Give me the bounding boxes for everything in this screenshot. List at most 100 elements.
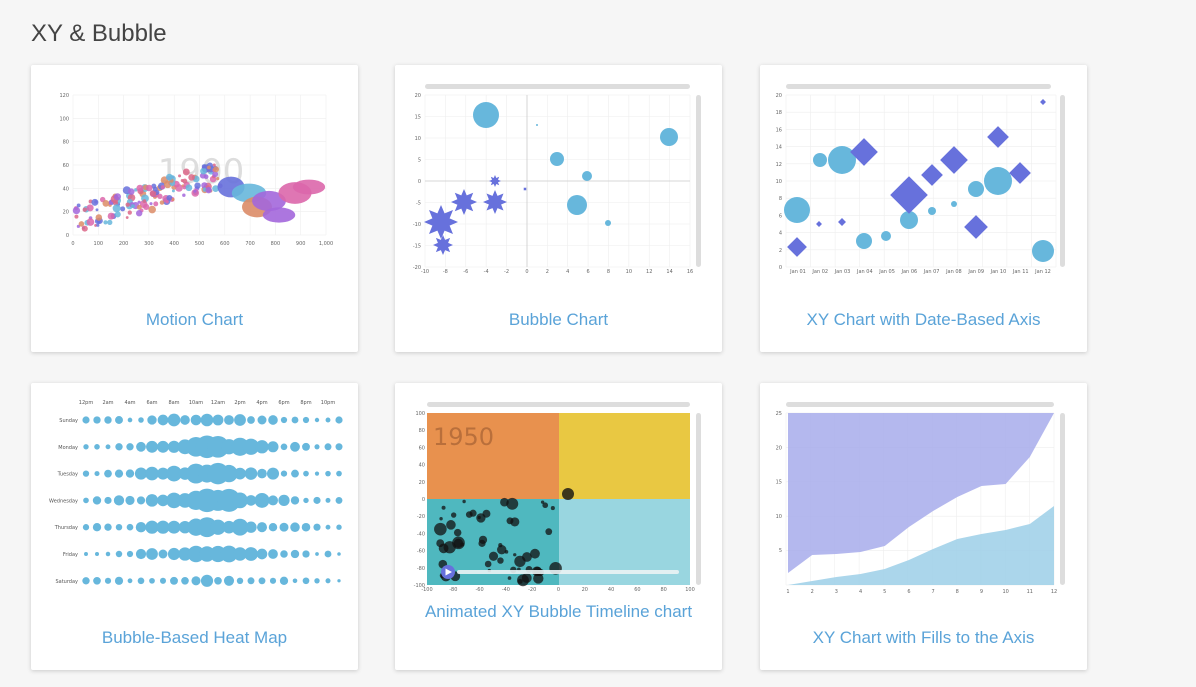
- heat-bubble: [210, 519, 226, 535]
- heat-bubble: [159, 577, 167, 584]
- heat-bubble: [233, 547, 247, 561]
- animated-bubble-timeline-link[interactable]: Animated XY Bubble Timeline chart: [424, 602, 693, 621]
- data-point: [108, 200, 113, 205]
- heat-bubble: [290, 496, 300, 505]
- day-label: Friday: [63, 552, 78, 558]
- y-tick-label: 12: [776, 162, 782, 168]
- heat-bubble: [224, 415, 234, 425]
- y-tick-label: 25: [776, 411, 782, 417]
- heat-bubble: [207, 435, 229, 458]
- heat-bubble: [135, 521, 147, 533]
- data-point: [201, 164, 207, 169]
- heat-bubble: [313, 523, 321, 531]
- card-bubble-chart[interactable]: -10 -8 -6 -4 -2 0 2 4 6 8 10 12 14 16 20 15 10 5 0 -5 -10 -15…: [395, 65, 722, 352]
- bubble-chart-link[interactable]: Bubble Chart: [508, 310, 609, 329]
- region-bubble: [262, 207, 296, 223]
- xy-date-axis-thumbnail[interactable]: Jan 01 Jan 02 Jan 03 Jan 04 Jan 05 Jan 06 Jan …: [760, 65, 1087, 280]
- x-tick-label: 200: [119, 241, 129, 247]
- x-tick-label: Jan 12: [1034, 269, 1051, 275]
- diamond-bubble: [838, 218, 846, 226]
- x-tick-label: 0: [71, 241, 74, 247]
- heat-bubble: [214, 576, 222, 585]
- bubble-heat-map-link[interactable]: Bubble-Based Heat Map: [101, 628, 288, 647]
- hour-label: 12am: [211, 400, 225, 406]
- card-xy-date-axis[interactable]: Jan 01 Jan 02 Jan 03 Jan 04 Jan 05 Jan 06 Jan …: [760, 65, 1087, 352]
- card-xy-fills-axis[interactable]: 1 2 3 4 5 6 7 8 9 10 11 12 25 20 15 10 5 XY Chart with F…: [760, 383, 1087, 670]
- heat-bubble: [114, 576, 124, 585]
- motion-chart-thumbnail[interactable]: 0 100 200 300 400 500 600 700 800 900 1,000 120 100 8…: [31, 65, 358, 280]
- x-tick-label: 2: [546, 269, 549, 275]
- x-tick-label: 12: [1051, 589, 1057, 595]
- data-point: [136, 204, 142, 210]
- heat-bubble: [302, 442, 310, 451]
- data-point: [74, 214, 79, 219]
- xy-fills-axis-link[interactable]: XY Chart with Fills to the Axis: [812, 628, 1035, 647]
- heat-bubble: [190, 414, 202, 426]
- x-tick-label: Jan 09: [967, 269, 984, 275]
- data-point: [125, 202, 130, 207]
- heat-bubble: [302, 416, 310, 424]
- card-motion-chart[interactable]: 0 100 200 300 400 500 600 700 800 900 1,000 120 100 8…: [31, 65, 358, 352]
- heat-bubble: [212, 414, 224, 426]
- x-tick-label: 500: [195, 241, 205, 247]
- bubble: [605, 220, 611, 226]
- bubble: [550, 152, 564, 166]
- animated-bubble-timeline-thumbnail[interactable]: -100 -80 -60 -40 -20 0 20 40 60 80 100 100 80 60 40 20 0…: [395, 383, 722, 598]
- heat-bubble: [290, 522, 300, 532]
- data-point: [95, 214, 103, 221]
- heat-bubble: [94, 444, 100, 450]
- x-tick-label: 20: [582, 587, 588, 593]
- heat-bubble: [156, 520, 170, 534]
- heat-bubble: [94, 551, 100, 557]
- x-tick-label: -100: [421, 587, 432, 593]
- data-point: [131, 204, 135, 209]
- heat-bubble: [178, 547, 192, 561]
- data-point: [86, 218, 95, 226]
- heat-bubble: [280, 550, 288, 558]
- heat-bubble: [290, 549, 300, 559]
- vertical-scrollbar: [1060, 95, 1065, 267]
- data-point: [212, 185, 220, 193]
- y-tick-label: 5: [779, 548, 782, 554]
- heat-bubble: [220, 545, 238, 563]
- y-tick-label: -5: [416, 201, 421, 207]
- data-point: [107, 212, 115, 220]
- horizontal-scrollbar: [786, 84, 1051, 89]
- x-tick-label: -80: [449, 587, 457, 593]
- x-tick-label: Jan 10: [990, 269, 1007, 275]
- y-tick-label: 10: [776, 514, 782, 520]
- heat-bubble: [149, 577, 155, 584]
- heat-bubble: [303, 497, 309, 504]
- y-tick-label: 8: [779, 196, 782, 202]
- motion-chart-link[interactable]: Motion Chart: [145, 310, 244, 329]
- data-bubble: [497, 557, 504, 564]
- data-point: [82, 207, 88, 212]
- heat-bubble: [325, 578, 331, 584]
- xy-fills-axis-thumbnail[interactable]: 1 2 3 4 5 6 7 8 9 10 11 12 25 20 15 10 5: [760, 383, 1087, 598]
- heat-bubble: [187, 545, 205, 563]
- x-tick-label: -2: [504, 269, 509, 275]
- bubble-heat-map-thumbnail[interactable]: 12pm 2am 4am 6am 8am 10am 12am 2pm 4pm 6pm 8pm 10pm…: [31, 383, 358, 598]
- heat-bubble: [157, 414, 169, 426]
- x-tick-label: 600: [220, 241, 230, 247]
- x-tick-label: 1: [786, 589, 789, 595]
- x-tick-label: 700: [245, 241, 255, 247]
- bubble-chart-thumbnail[interactable]: -10 -8 -6 -4 -2 0 2 4 6 8 10 12 14 16 20 15 10 5 0 -5 -10 -15…: [395, 65, 722, 280]
- bubble: [784, 197, 810, 223]
- y-tick-label: -10: [413, 222, 421, 228]
- data-bubble: [497, 544, 507, 555]
- y-tick-label: -20: [413, 265, 421, 271]
- heat-bubble: [82, 577, 90, 585]
- heat-bubble: [126, 523, 134, 531]
- xy-date-axis-link[interactable]: XY Chart with Date-Based Axis: [806, 310, 1041, 329]
- x-tick-label: 10: [1002, 589, 1008, 595]
- heat-bubble: [115, 443, 123, 451]
- heat-bubble: [104, 469, 112, 478]
- diamond-bubble: [816, 221, 822, 227]
- heat-bubble: [147, 415, 157, 425]
- heat-bubble: [126, 443, 134, 451]
- card-bubble-heat-map[interactable]: 12pm 2am 4am 6am 8am 10am 12am 2pm 4pm 6pm 8pm 10pm…: [31, 383, 358, 670]
- heat-bubble: [236, 577, 244, 585]
- card-animated-bubble-timeline[interactable]: -100 -80 -60 -40 -20 0 20 40 60 80 100 100 80 60 40 20 0…: [395, 383, 722, 670]
- animated-bubble-timeline-preview: -100 -80 -60 -40 -20 0 20 40 60 80 100 100 80 60 40 20 0…: [414, 402, 701, 593]
